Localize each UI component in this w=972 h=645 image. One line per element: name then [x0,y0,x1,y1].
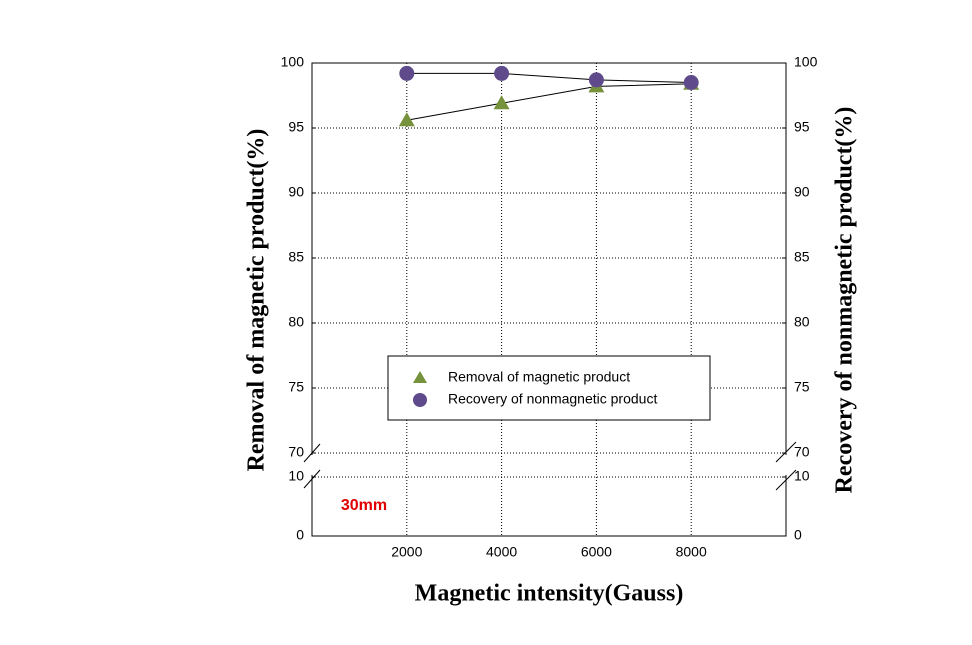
legend: Removal of magnetic product Recovery of n… [387,355,711,421]
plot-frame [311,62,787,537]
y2-tick-label: 85 [794,249,810,265]
y-tick-label: 80 [288,314,304,330]
y2-tick-label: 75 [794,379,810,395]
y-tick-label: 85 [288,249,304,265]
legend-marker [413,393,427,407]
y-tick-label: 75 [288,379,304,395]
y-tick-label: 10 [288,468,304,484]
marker [683,75,699,90]
marker [398,112,415,127]
marker [399,65,415,81]
annotation: 30mm [341,497,387,514]
x-tick-label: 4000 [486,544,517,560]
legend-label: Removal of magnetic product [448,369,630,385]
series-line [406,72,692,83]
y-tick-label: 100 [281,54,305,70]
y2-tick-label: 90 [794,184,810,200]
y2-tick-label: 95 [794,119,810,135]
y2-tick-label: 10 [794,468,810,484]
y-tick-label: 0 [296,527,304,543]
y2-tick-label: 100 [794,54,818,70]
legend-box [387,355,711,421]
x-tick-label: 2000 [391,544,422,560]
y2-tick-label: 70 [794,444,810,460]
y2-tick-label: 80 [794,314,810,330]
series-line [406,83,692,121]
marker [493,95,510,110]
y2-axis-title: Recovery of nonmagnetic product(%) [832,107,858,494]
y2-tick-label: 0 [794,527,802,543]
y-axis-title: Removal of magnetic product(%) [244,129,270,472]
x-tick-label: 6000 [581,544,612,560]
axis-break [303,441,797,491]
y-tick-label: 95 [288,119,304,135]
legend-marker [413,371,427,383]
y-tick-label: 90 [288,184,304,200]
x-tick-label: 8000 [676,544,707,560]
marker [494,65,510,81]
marker [588,72,604,88]
y-tick-label: 70 [288,444,304,460]
x-axis-title: Magnetic intensity(Gauss) [415,581,684,607]
legend-label: Recovery of nonmagnetic product [448,391,657,407]
